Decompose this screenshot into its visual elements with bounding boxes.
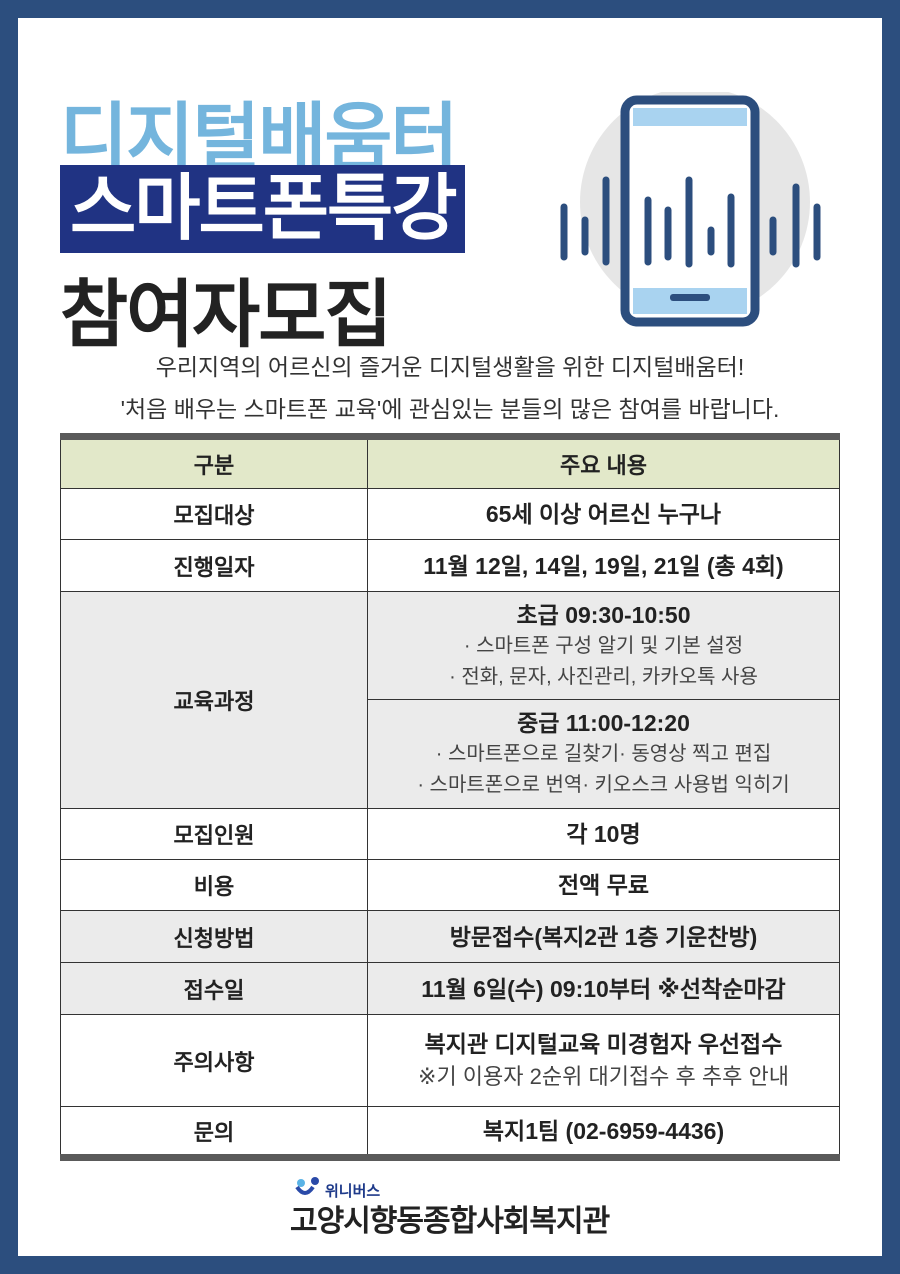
course-intermediate: 중급 11:00-12:20 · 스마트폰으로 길찾기· 동영상 찍고 편집 · 스… [367,699,840,809]
header-content: 주요 내용 [367,436,840,489]
info-table: 구분 주요 내용 모집대상 65세 이상 어르신 누구나 진행일자 11월 12일, … [60,433,840,1161]
intro-line2: '처음 배우는 스마트폰 교육'에 관심있는 분들의 많은 참여를 바랍니다. [120,396,780,422]
table-row: 접수일 11월 6일(수) 09:10부터 ※선착순마감 [60,962,840,1015]
title-line2: 스마트폰특강 [60,165,466,253]
course-beginner: 초급 09:30-10:50 · 스마트폰 구성 알기 및 기본 설정 · 전화, … [367,591,840,700]
table-row: 문의 복지1팀 (02-6959-4436) [60,1106,840,1158]
table-row: 신청방법 방문접수(복지2관 1층 기운찬방) [60,910,840,963]
header-category: 구분 [60,436,368,489]
table-row: 모집인원 각 10명 [60,808,840,860]
table-row-course: 교육과정 초급 09:30-10:50 · 스마트폰 구성 알기 및 기본 설정 ·… [60,591,840,809]
winiverse-logo: 위니버스 [295,1177,380,1199]
title-line3: 참여자모집 [60,273,392,356]
intro-line1: 우리지역의 어르신의 즐거운 디지털생활을 위한 디지털배움터! [155,354,745,380]
organization-name: 고양시향동종합사회복지관 [290,1205,610,1238]
table-row: 주의사항 복지관 디지털교육 미경험자 우선접수 ※기 이용자 2순위 대기접수 후… [60,1014,840,1107]
svg-text:위니버스: 위니버스 [325,1183,380,1199]
table-row: 진행일자 11월 12일, 14일, 19일, 21일 (총 4회) [60,539,840,592]
table-row: 비용 전액 무료 [60,859,840,911]
smartphone-sound-icon [560,92,821,327]
table-row: 모집대상 65세 이상 어르신 누구나 [60,488,840,540]
